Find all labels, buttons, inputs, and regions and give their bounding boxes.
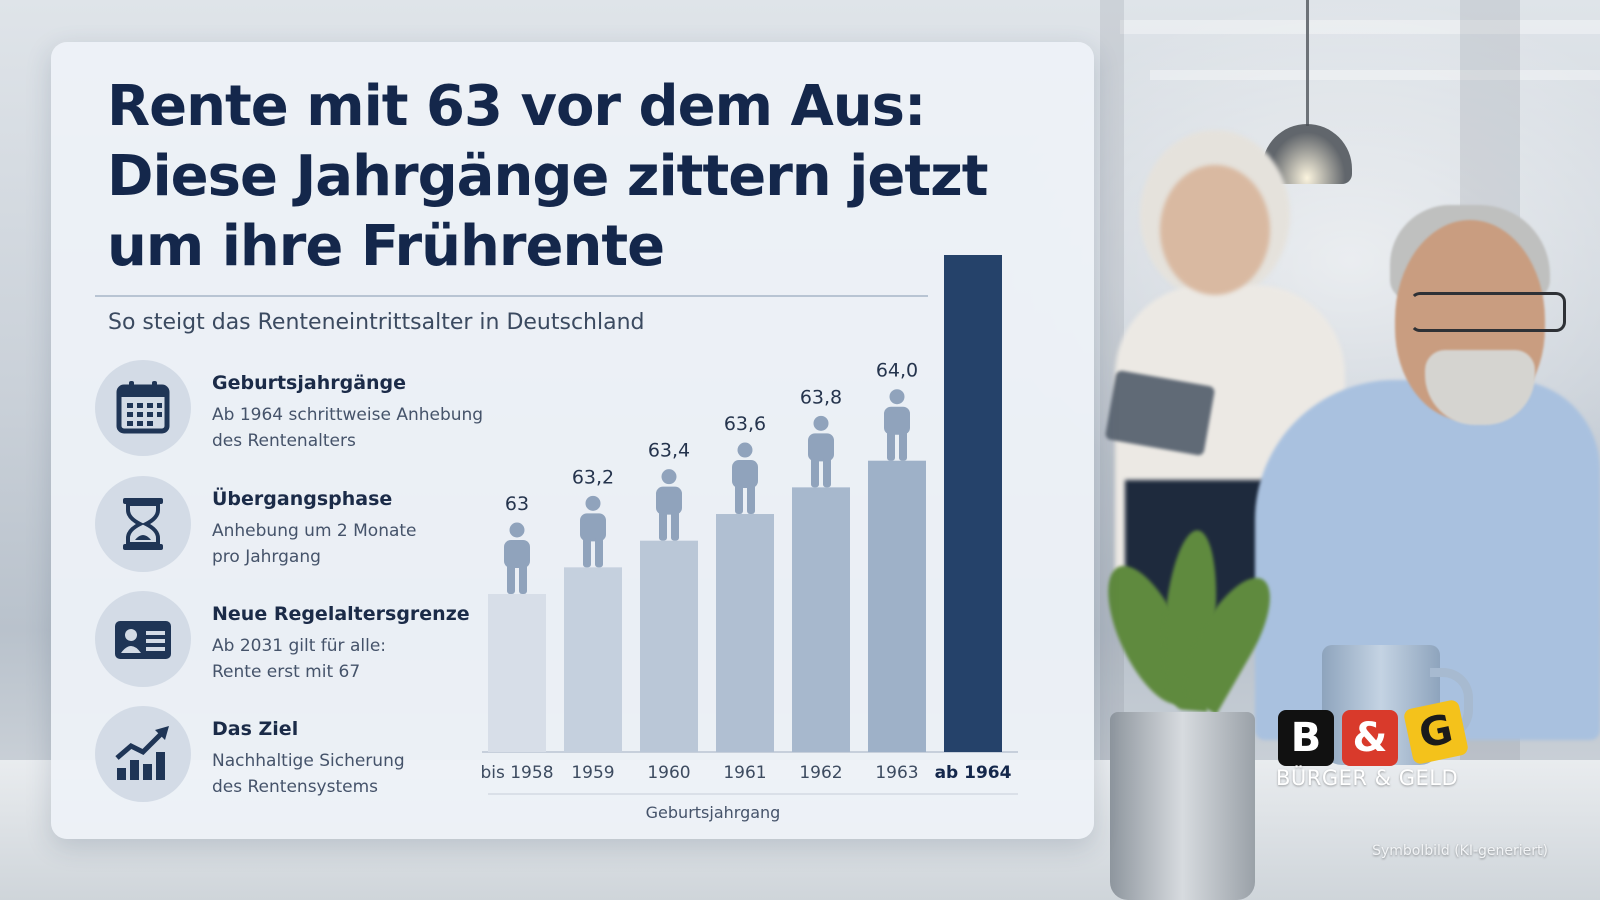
- info-text-line-2: des Rentenalters: [212, 431, 356, 451]
- data-label: 63,6: [724, 413, 766, 435]
- hourglass-icon: [95, 476, 191, 572]
- x-tick-label: 1961: [723, 763, 766, 783]
- info-text-line-2: pro Jahrgang: [212, 547, 321, 567]
- person-icon: [504, 522, 530, 594]
- image-caption: Symbolbild (KI-generiert): [1372, 843, 1548, 859]
- info-text-line-1: Ab 1964 schrittweise Anhebung: [212, 405, 484, 425]
- bar: [564, 567, 622, 752]
- headline-line-2: Diese Jahrgänge zittern jetzt: [107, 144, 988, 209]
- info-text-line-2: Rente erst mit 67: [212, 662, 361, 682]
- x-tick-label: 1960: [647, 763, 690, 783]
- headline-line-3: um ihre Frührente: [107, 214, 665, 279]
- info-title: Übergangsphase: [212, 488, 393, 510]
- rising-chart-icon: [95, 706, 191, 802]
- info-item-goal: Das Ziel Nachhaltige Sicherung des Rente…: [95, 706, 495, 806]
- info-text-line-2: des Rentensystems: [212, 777, 379, 797]
- x-tick-label: 1962: [799, 763, 842, 783]
- logo-ampersand: &: [1342, 710, 1398, 766]
- person-icon: [808, 415, 834, 488]
- info-item-transition-phase: Übergangsphase Anhebung um 2 Monate pro …: [95, 476, 495, 576]
- info-item-new-age-limit: Neue Regelaltersgrenze Ab 2031 gilt für …: [95, 591, 495, 691]
- headline: Rente mit 63 vor dem Aus: Diese Jahrgäng…: [107, 72, 1007, 282]
- retirement-age-bar-chart: 63 bis 1958 63,2 1959 63,4 1960 63,6 1961 63,8 19…: [480, 255, 1018, 822]
- info-text: Ab 2031 gilt für alle: Rente erst mit 67: [212, 633, 502, 685]
- divider: [95, 295, 928, 297]
- logo-wordmark: BÜRGER & GELD: [1276, 766, 1459, 790]
- person-icon: [732, 442, 758, 515]
- bar: [640, 540, 698, 752]
- x-tick-label: bis 1958: [480, 763, 553, 783]
- person-icon: [580, 495, 606, 568]
- x-tick-label: ab 1964: [935, 763, 1012, 783]
- info-text: Anhebung um 2 Monate pro Jahrgang: [212, 518, 502, 570]
- bar: [868, 460, 926, 752]
- logo-letter-b: B: [1278, 710, 1334, 766]
- calendar-icon: [95, 360, 191, 456]
- info-item-birth-years: Geburtsjahrgänge Ab 1964 schrittweise An…: [95, 360, 495, 460]
- person-icon: [884, 389, 910, 461]
- info-title: Das Ziel: [212, 718, 299, 740]
- data-label: 64,0: [876, 360, 918, 382]
- bar: [488, 594, 546, 752]
- brand-logo: B & G BÜRGER & GELD: [1276, 698, 1476, 800]
- logo-letter-g: G: [1402, 698, 1470, 766]
- info-text: Nachhaltige Sicherung des Rentensystems: [212, 748, 502, 800]
- subtitle: So steigt das Renteneintrittsalter in De…: [108, 310, 645, 335]
- x-axis-title: Geburtsjahrgang: [646, 803, 781, 822]
- bar: [716, 514, 774, 752]
- info-text-line-1: Ab 2031 gilt für alle:: [212, 636, 387, 656]
- bar: [944, 255, 1002, 753]
- data-label: 63,4: [648, 440, 690, 462]
- info-title: Neue Regelaltersgrenze: [212, 603, 470, 625]
- person-icon: [656, 469, 682, 541]
- headline-line-1: Rente mit 63 vor dem Aus:: [107, 74, 926, 139]
- id-card-icon: [95, 591, 191, 687]
- bar: [792, 487, 850, 752]
- x-tick-label: 1959: [571, 763, 614, 783]
- x-tick-label: 1963: [875, 763, 918, 783]
- info-text-line-1: Nachhaltige Sicherung: [212, 751, 405, 771]
- data-label: 63,2: [572, 466, 614, 488]
- plant-pot: [1110, 712, 1255, 900]
- data-label: 63: [505, 493, 529, 515]
- info-text-line-1: Anhebung um 2 Monate: [212, 521, 417, 541]
- data-label: 63,8: [800, 386, 842, 408]
- info-text: Ab 1964 schrittweise Anhebung des Renten…: [212, 402, 502, 454]
- info-title: Geburtsjahrgänge: [212, 372, 407, 394]
